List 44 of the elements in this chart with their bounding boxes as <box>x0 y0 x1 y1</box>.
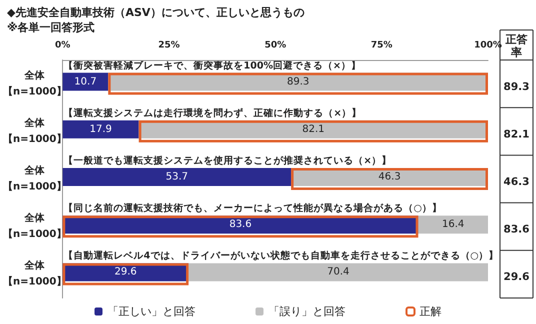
data-label: 82.1 <box>302 124 325 135</box>
bar <box>188 263 488 282</box>
legend-label: 「誤り」と回答 <box>268 305 346 318</box>
bar <box>62 120 139 138</box>
data-label: 89.3 <box>286 76 310 88</box>
chart-title: ◆先進安全自動車技術（ASV）について、正しいと思うもの <box>7 6 304 19</box>
annotation: 【同じ名前の運転支援技術でも、メーカーによって性能が異なる場合がある（○）】 <box>64 202 442 214</box>
data-label: 10.7 <box>74 76 97 88</box>
data-label: 46.3 <box>378 172 401 182</box>
data-label: 16.4 <box>442 219 464 230</box>
data-label: 17.9 <box>90 124 112 135</box>
y-tick-label: 全体【n=1000】 <box>2 69 66 98</box>
data-label: 53.7 <box>166 172 188 182</box>
bar <box>291 168 488 190</box>
data-label: 82.1 <box>504 128 530 140</box>
bar <box>62 168 292 186</box>
x-tick-label: 50% <box>264 40 286 50</box>
annotation: 【一般道でも運転支援システムを使用することが推奨されている（×）】 <box>64 154 392 166</box>
data-label: 29.6 <box>504 271 530 284</box>
data-label: 83.6 <box>504 224 530 236</box>
y-tick-label: 全体【n=1000】 <box>2 260 66 288</box>
x-tick-label: 25% <box>158 40 180 50</box>
data-label: 83.6 <box>229 219 252 230</box>
bar <box>138 120 488 142</box>
text: 正答率 <box>504 33 528 59</box>
bar <box>108 72 488 95</box>
annotation: 【自動運転レベル4では、ドライバーがいない状態でも自動車を走行させることができる（○）】 <box>64 250 499 262</box>
bar <box>62 263 189 286</box>
y-tick-label: 全体【n=1000】 <box>2 116 66 145</box>
bar <box>62 72 108 91</box>
bar <box>418 216 488 234</box>
y-tick-label: 全体【n=1000】 <box>2 212 66 240</box>
data-label: 89.3 <box>504 80 530 93</box>
x-tick-label: 75% <box>370 40 392 50</box>
data-label: 29.6 <box>114 266 137 278</box>
x-tick-label: 0% <box>55 40 70 50</box>
chart-subtitle: ※各単一回答形式 <box>7 21 95 34</box>
bar <box>62 216 418 238</box>
legend-label: 正解 <box>420 305 442 318</box>
data-label: 70.4 <box>327 266 350 278</box>
y-tick-label: 全体【n=1000】 <box>2 164 66 192</box>
legend-label: 「正しい」と回答 <box>108 305 196 318</box>
data-label: 46.3 <box>504 176 530 188</box>
annotation: 【運転支援システムは走行環境を問わず、正確に作動する（×）】 <box>64 106 362 119</box>
